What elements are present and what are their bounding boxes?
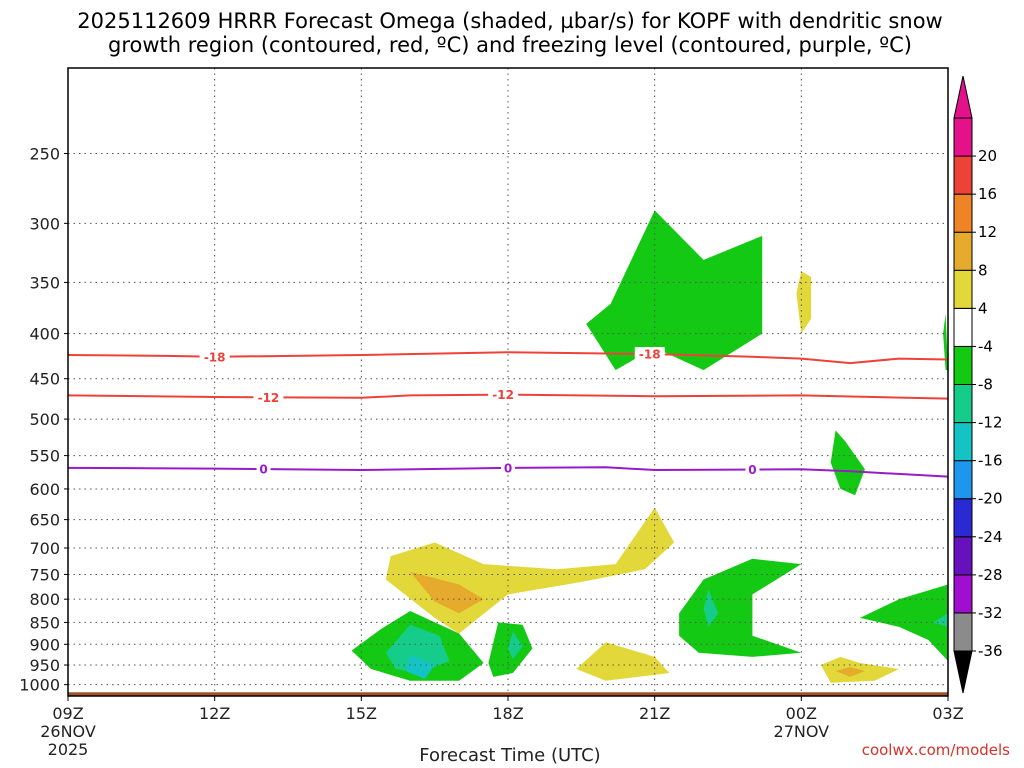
colorbar-swatch-10	[953, 231, 973, 271]
contour-label-0: 0	[748, 463, 756, 477]
y-tick-label-350: 350	[29, 273, 60, 292]
omega-region-11	[405, 654, 435, 679]
y-tick-label-600: 600	[29, 480, 60, 499]
colorbar-swatch-11	[953, 193, 973, 233]
colorbar-label--16: -16	[978, 452, 1003, 470]
contour-label-0: 0	[504, 461, 512, 475]
colorbar-label-20: 20	[978, 147, 997, 165]
contour-label-bg	[199, 349, 230, 364]
colorbar-label--36: -36	[978, 642, 1003, 660]
y-tick-label-950: 950	[29, 656, 60, 675]
y-tick-label-250: 250	[29, 144, 60, 163]
colorbar-label--32: -32	[978, 604, 1003, 622]
credit-link[interactable]: coolwx.com/models	[862, 741, 1010, 759]
y-tick-label-450: 450	[29, 370, 60, 389]
x-tick-date-26NOV: 26NOV	[40, 722, 96, 741]
terrain-strip	[68, 692, 948, 696]
contour-label-bg	[634, 347, 665, 362]
y-tick-label-750: 750	[29, 565, 60, 584]
colorbar-label--24: -24	[978, 528, 1003, 546]
colorbar-label-8: 8	[978, 261, 988, 279]
colorbar-label--12: -12	[978, 414, 1003, 432]
omega-region-5	[410, 571, 484, 614]
plot-area: -18 -18 -12 -12 0 0 0	[67, 67, 949, 697]
colorbar-label--8: -8	[978, 376, 993, 394]
contour-label-bg	[745, 462, 760, 477]
colorbar-label--28: -28	[978, 566, 1003, 584]
omega-region-1	[796, 271, 812, 334]
colorbar-label-12: 12	[978, 223, 997, 241]
colorbar-swatch-6	[953, 384, 973, 424]
contour-label--12: -12	[258, 391, 280, 405]
omega-colorbar: -36 -32 -28 -24 -20 -16 -12 -8 -4 4 8 12 16 20	[953, 75, 1003, 694]
colorbar-swatch-4	[953, 460, 973, 500]
chart-title-line2: growth region (contoured, red, ºC) and f…	[108, 33, 912, 57]
contour-label-bg	[253, 390, 284, 405]
x-tick-label-00Z: 00Z	[786, 704, 817, 723]
colorbar-label--20: -20	[978, 490, 1003, 508]
x-tick-label-21Z: 21Z	[639, 704, 670, 723]
colorbar-label--4: -4	[978, 337, 993, 355]
omega-region-2	[943, 313, 948, 371]
colorbar-under-triangle	[953, 650, 973, 694]
colorbar-swatch-5	[953, 422, 973, 462]
colorbar-over-triangle	[953, 75, 973, 119]
temperature-contours: -18 -18 -12 -12 0 0 0	[67, 347, 949, 478]
x-axis-title: Forecast Time (UTC)	[419, 745, 600, 766]
omega-region-14	[679, 558, 802, 657]
contour-label-bg	[488, 387, 519, 402]
y-tick-label-900: 900	[29, 635, 60, 654]
omega-region-17	[933, 613, 948, 627]
colorbar-label-16: 16	[978, 185, 997, 203]
y-tick-label-1000: 1000	[19, 676, 60, 695]
y-tick-label-550: 550	[29, 447, 60, 466]
contour-label--18: -18	[204, 350, 226, 364]
colorbar-swatch-3	[953, 498, 973, 538]
x-tick-label-15Z: 15Z	[346, 704, 377, 723]
omega-shaded-regions	[351, 210, 948, 683]
contour-line--12	[67, 393, 949, 400]
colorbar-swatch-2	[953, 536, 973, 576]
colorbar-swatch-9	[953, 269, 973, 309]
x-tick-date-27NOV: 27NOV	[774, 722, 830, 741]
x-tick-label-09Z: 09Z	[52, 704, 83, 723]
contour-label--18: -18	[639, 348, 661, 362]
x-tick-label-03Z: 03Z	[932, 704, 963, 723]
y-tick-label-850: 850	[29, 613, 60, 632]
contour-label--12: -12	[492, 388, 514, 402]
y-tick-label-800: 800	[29, 590, 60, 609]
y-tick-label-300: 300	[29, 214, 60, 233]
y-tick-label-650: 650	[29, 511, 60, 530]
y-tick-label-400: 400	[29, 325, 60, 344]
omega-region-3	[830, 430, 865, 496]
pressure-axis: 250 300 350 400 450 500 550 600 650 700 750 800 850 9…	[19, 144, 68, 695]
x-tick-year: 2025	[48, 740, 89, 759]
colorbar-swatch-1	[953, 574, 973, 614]
colorbar-swatch-12	[953, 155, 973, 195]
omega-region-10	[385, 624, 450, 673]
contour-label-bg	[256, 462, 271, 477]
omega-region-0	[586, 210, 763, 371]
colorbar-swatch-13	[953, 117, 973, 157]
colorbar-label-4: 4	[978, 299, 988, 317]
contour-label-bg	[501, 460, 515, 475]
terrain-fill	[68, 692, 948, 696]
colorbar-swatch-0	[953, 612, 973, 652]
x-tick-label-18Z: 18Z	[492, 704, 523, 723]
x-tick-label-12Z: 12Z	[199, 704, 230, 723]
colorbar-swatch-8	[953, 307, 973, 347]
y-tick-label-500: 500	[29, 410, 60, 429]
chart-title-line1: 2025112609 HRRR Forecast Omega (shaded, …	[77, 9, 942, 33]
y-tick-label-700: 700	[29, 539, 60, 558]
colorbar-swatch-7	[953, 345, 973, 385]
omega-region-6	[576, 642, 670, 681]
contour-label-0: 0	[259, 463, 267, 477]
omega-region-13	[508, 631, 523, 659]
omega-region-8	[835, 667, 865, 677]
